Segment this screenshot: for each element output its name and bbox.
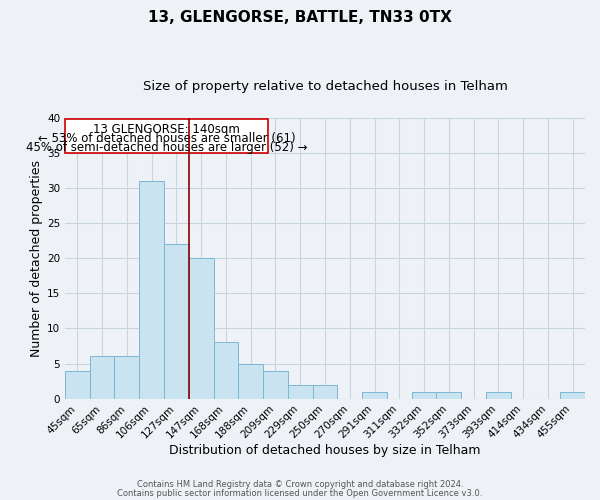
Text: 13 GLENGORSE: 140sqm: 13 GLENGORSE: 140sqm (93, 122, 240, 136)
Y-axis label: Number of detached properties: Number of detached properties (29, 160, 43, 356)
Bar (486, 392, 511, 398)
Bar (214, 342, 238, 398)
Text: Contains HM Land Registry data © Crown copyright and database right 2024.: Contains HM Land Registry data © Crown c… (137, 480, 463, 489)
Bar (65, 370, 90, 398)
Bar (263, 370, 288, 398)
Bar (139, 181, 164, 398)
Bar (412, 392, 436, 398)
FancyBboxPatch shape (65, 119, 268, 153)
Bar (362, 392, 387, 398)
Bar (90, 356, 115, 399)
Bar (288, 384, 313, 398)
Bar (436, 392, 461, 398)
Bar (238, 364, 263, 398)
Title: Size of property relative to detached houses in Telham: Size of property relative to detached ho… (143, 80, 508, 93)
X-axis label: Distribution of detached houses by size in Telham: Distribution of detached houses by size … (169, 444, 481, 458)
Bar (115, 356, 139, 399)
Bar (189, 258, 214, 398)
Text: ← 53% of detached houses are smaller (61): ← 53% of detached houses are smaller (61… (38, 132, 295, 145)
Text: 13, GLENGORSE, BATTLE, TN33 0TX: 13, GLENGORSE, BATTLE, TN33 0TX (148, 10, 452, 25)
Text: Contains public sector information licensed under the Open Government Licence v3: Contains public sector information licen… (118, 488, 482, 498)
Bar (560, 392, 585, 398)
Bar (313, 384, 337, 398)
Text: 45% of semi-detached houses are larger (52) →: 45% of semi-detached houses are larger (… (26, 141, 307, 154)
Bar (164, 244, 189, 398)
